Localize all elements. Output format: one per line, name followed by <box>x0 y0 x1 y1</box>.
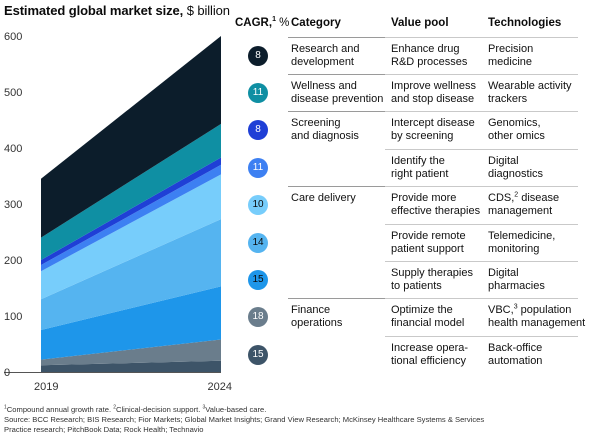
technology-label: Telemedicine, monitoring <box>488 230 556 255</box>
row-divider <box>385 37 578 38</box>
technology-label: Genomics, other omics <box>488 117 545 142</box>
area-series-7 <box>41 123 221 260</box>
footnote-2: Clinical-decision support. <box>115 405 201 414</box>
area-series-0 <box>41 360 221 372</box>
row-divider <box>385 298 578 299</box>
cagr-badge: 18 <box>248 306 268 327</box>
technology-label: Digital pharmacies <box>488 267 545 292</box>
footnote-1: Compound annual growth rate. <box>6 405 112 414</box>
value-pool-label: Improve wellness and stop disease <box>391 80 476 105</box>
source-line-1: Source: BCC Research; BIS Research; Fior… <box>4 415 485 424</box>
chart-title: Estimated global market size, $ billion <box>4 3 230 18</box>
row-divider <box>385 224 578 225</box>
footnote-2-marker: 2 <box>113 404 116 411</box>
y-tick-label: 100 <box>4 311 22 323</box>
category-label: Finance operations <box>291 304 343 329</box>
footnote-1-marker: 1 <box>4 404 7 411</box>
category-divider <box>288 111 385 112</box>
cagr-badge: 8 <box>248 119 268 140</box>
category-label: Wellness and disease prevention <box>291 80 384 105</box>
y-tick-label: 500 <box>4 87 22 99</box>
y-tick-label: 0 <box>4 367 10 379</box>
source-line-2: Practice research; PitchBook Data; Rock … <box>4 425 204 434</box>
cagr-badge: 11 <box>248 157 268 178</box>
technology-label: Digital diagnostics <box>488 155 544 180</box>
y-tick-label: 200 <box>4 255 22 267</box>
row-divider <box>385 111 578 112</box>
value-pool-label: Intercept disease by screening <box>391 117 475 142</box>
category-divider <box>288 186 385 187</box>
category-label: Research and development <box>291 43 360 68</box>
row-divider <box>385 186 578 187</box>
footnote-line-1: 1Compound annual growth rate. 2Clinical-… <box>4 405 266 415</box>
area-series-3 <box>41 219 221 330</box>
header-value-pool: Value pool <box>391 17 449 29</box>
header-cagr-unit: % <box>279 17 290 29</box>
technology-label: Wearable activity trackers <box>488 80 572 105</box>
row-divider <box>385 149 578 150</box>
area-series-2 <box>41 286 221 360</box>
technology-label: VBC,3 population health management <box>488 303 586 329</box>
area-series-5 <box>41 164 221 272</box>
value-pool-label: Enhance drug R&D processes <box>391 43 468 68</box>
cagr-badge: 15 <box>248 269 268 290</box>
row-divider <box>385 336 578 337</box>
x-tick-label: 2024 <box>208 381 232 393</box>
header-cagr: CAGR,1 % <box>235 16 290 29</box>
value-pool-label: Supply therapies to patients <box>391 267 473 292</box>
value-pool-label: Identify the right patient <box>391 155 449 180</box>
row-divider <box>385 74 578 75</box>
header-category: Category <box>291 17 341 29</box>
area-series-4 <box>41 174 221 300</box>
category-divider <box>288 37 385 38</box>
area-series-8 <box>41 36 221 238</box>
header-cagr-sup: 1 <box>272 16 276 24</box>
category-divider <box>288 298 385 299</box>
category-divider <box>288 74 385 75</box>
header-technologies: Technologies <box>488 17 562 29</box>
cagr-badge: 14 <box>248 232 268 253</box>
row-divider <box>385 261 578 262</box>
footnote-3: Value-based care. <box>205 405 267 414</box>
chart-title-bold: Estimated global market size, <box>4 3 184 18</box>
x-tick-label: 2019 <box>34 381 58 393</box>
chart-title-unit: $ billion <box>186 3 230 18</box>
value-pool-label: Provide more effective therapies <box>391 192 481 217</box>
footnote-3-marker: 3 <box>202 404 206 411</box>
value-pool-label: Increase opera- tional efficiency <box>391 342 469 367</box>
value-pool-label: Optimize the financial model <box>391 304 465 329</box>
area-series-1 <box>41 339 221 366</box>
value-pool-label: Provide remote patient support <box>391 230 466 255</box>
cagr-badge: 11 <box>248 82 268 103</box>
cagr-badge: 15 <box>248 344 268 365</box>
header-cagr-label: CAGR, <box>235 17 273 29</box>
cagr-badge: 10 <box>248 194 268 215</box>
technology-label: Precision medicine <box>488 43 534 68</box>
category-label: Care delivery <box>291 192 356 204</box>
technology-label: Back-office automation <box>488 342 543 367</box>
y-tick-label: 400 <box>4 143 22 155</box>
y-tick-label: 600 <box>4 31 22 43</box>
y-tick-label: 300 <box>4 199 22 211</box>
category-label: Screening and diagnosis <box>291 117 359 142</box>
technology-label: CDS,2 disease management <box>488 191 560 217</box>
cagr-badge: 8 <box>248 45 268 66</box>
area-series-6 <box>41 157 221 266</box>
